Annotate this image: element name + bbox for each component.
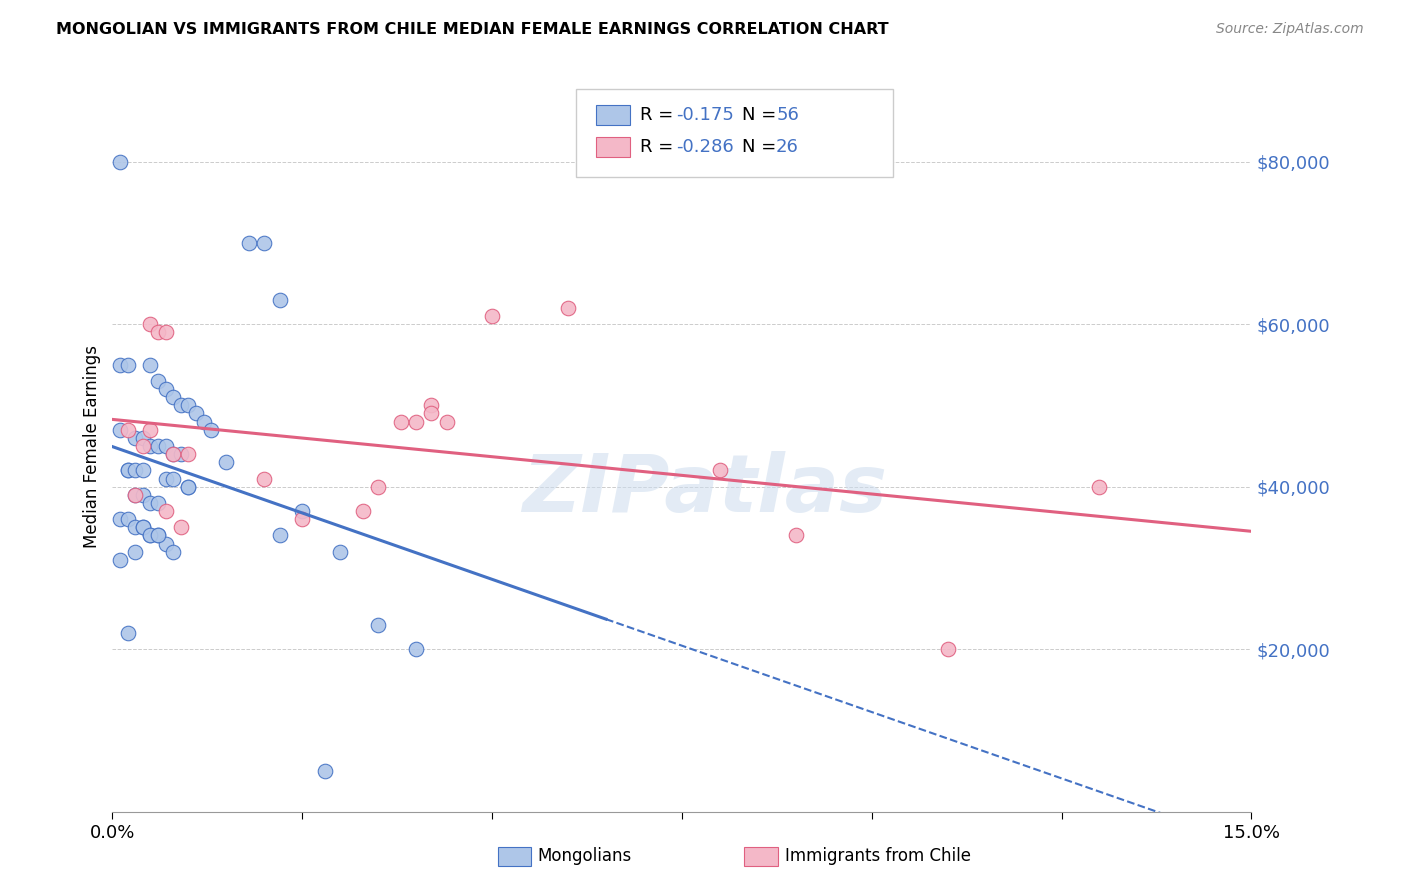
Point (117, 423, 139, 437)
Point (193, 415, 215, 429)
Point (405, 415, 427, 429)
Point (238, 235, 260, 250)
Point (170, 398, 193, 412)
Point (132, 431, 155, 445)
Point (139, 528, 162, 542)
Point (709, 463, 731, 477)
Point (352, 504, 374, 518)
Point (139, 358, 162, 372)
Point (269, 528, 291, 542)
Point (170, 447, 193, 461)
Point (155, 536, 177, 550)
Point (139, 439, 162, 453)
Point (367, 617, 389, 632)
Point (177, 447, 200, 461)
Text: MONGOLIAN VS IMMIGRANTS FROM CHILE MEDIAN FEMALE EARNINGS CORRELATION CHART: MONGOLIAN VS IMMIGRANTS FROM CHILE MEDIA… (56, 22, 889, 37)
Point (155, 471, 177, 485)
Point (1088, 480, 1111, 494)
Point (139, 423, 162, 437)
Point (155, 504, 177, 518)
Point (132, 488, 155, 502)
Point (124, 544, 146, 558)
Text: R =: R = (640, 138, 679, 156)
Point (162, 447, 184, 461)
Point (367, 480, 389, 494)
Point (253, 471, 276, 485)
Text: 56: 56 (776, 106, 799, 124)
Point (139, 496, 162, 510)
Point (269, 293, 291, 307)
Text: N =: N = (742, 106, 782, 124)
Point (785, 528, 807, 542)
Point (117, 358, 139, 372)
Point (139, 528, 162, 542)
Point (146, 528, 169, 542)
Point (177, 480, 200, 494)
Point (177, 398, 200, 412)
Point (132, 463, 155, 477)
Point (108, 553, 131, 567)
Point (132, 520, 155, 534)
Point (132, 520, 155, 534)
Point (124, 520, 146, 534)
Point (936, 642, 959, 657)
Point (139, 317, 162, 331)
Point (132, 439, 155, 453)
Point (215, 455, 238, 469)
Point (420, 407, 443, 421)
Point (108, 512, 131, 526)
Point (329, 544, 352, 558)
Text: Source: ZipAtlas.com: Source: ZipAtlas.com (1216, 22, 1364, 37)
Point (124, 488, 146, 502)
Point (389, 415, 412, 429)
Point (170, 520, 193, 534)
Point (155, 382, 177, 396)
Text: Immigrants from Chile: Immigrants from Chile (785, 847, 970, 865)
Point (162, 471, 184, 485)
Point (200, 423, 222, 437)
Point (117, 512, 139, 526)
Point (155, 325, 177, 339)
Point (420, 398, 443, 412)
Point (162, 544, 184, 558)
Point (146, 496, 169, 510)
Point (117, 626, 139, 640)
Point (117, 463, 139, 477)
Point (253, 235, 276, 250)
Point (108, 154, 131, 169)
Point (117, 463, 139, 477)
Text: R =: R = (640, 106, 679, 124)
Point (146, 439, 169, 453)
Point (557, 301, 579, 315)
Point (155, 439, 177, 453)
Point (314, 764, 336, 778)
Text: N =: N = (742, 138, 782, 156)
Text: ZIPatlas: ZIPatlas (522, 450, 887, 529)
Y-axis label: Median Female Earnings: Median Female Earnings (83, 344, 101, 548)
Point (108, 358, 131, 372)
Text: -0.286: -0.286 (676, 138, 734, 156)
Point (124, 431, 146, 445)
Point (177, 480, 200, 494)
Point (481, 309, 503, 323)
Point (124, 463, 146, 477)
Point (146, 374, 169, 388)
Point (146, 325, 169, 339)
Point (162, 447, 184, 461)
Point (184, 407, 207, 421)
Point (162, 390, 184, 404)
Point (291, 512, 314, 526)
Point (405, 642, 427, 657)
Text: 26: 26 (776, 138, 799, 156)
Point (436, 415, 458, 429)
Point (108, 423, 131, 437)
Point (291, 504, 314, 518)
Text: -0.175: -0.175 (676, 106, 734, 124)
Point (124, 488, 146, 502)
Point (146, 528, 169, 542)
Text: Mongolians: Mongolians (537, 847, 631, 865)
